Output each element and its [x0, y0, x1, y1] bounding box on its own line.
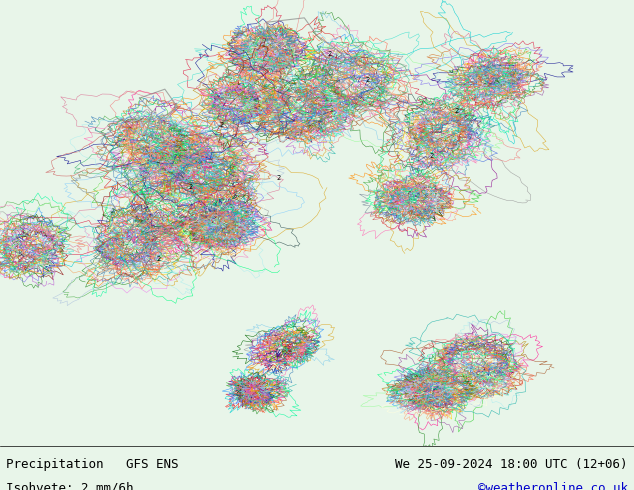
Text: 2: 2: [157, 256, 160, 262]
Text: 2: 2: [220, 122, 224, 128]
Text: 2: 2: [429, 153, 433, 159]
Text: Isohyete: 2 mm/6h: Isohyete: 2 mm/6h: [6, 482, 134, 490]
Text: ©weatheronline.co.uk: ©weatheronline.co.uk: [477, 482, 628, 490]
Text: 2: 2: [277, 175, 281, 181]
Text: Precipitation   GFS ENS: Precipitation GFS ENS: [6, 458, 179, 471]
Text: 2: 2: [366, 77, 370, 83]
Text: 2: 2: [188, 184, 192, 190]
Text: 2: 2: [328, 50, 332, 56]
Text: 2: 2: [455, 108, 458, 115]
Text: We 25-09-2024 18:00 UTC (12+06): We 25-09-2024 18:00 UTC (12+06): [395, 458, 628, 471]
